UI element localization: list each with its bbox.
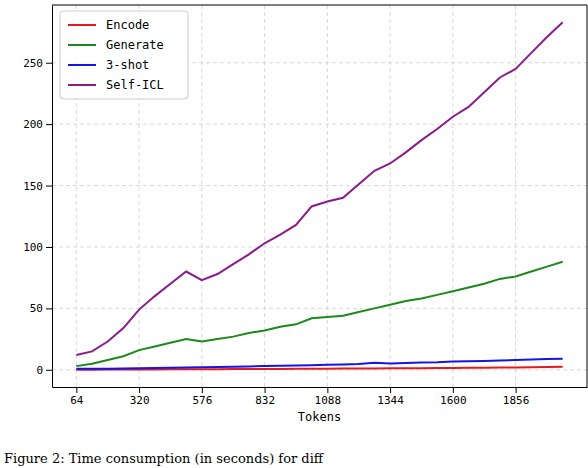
tick: 1856 xyxy=(503,387,530,407)
tick-label: 320 xyxy=(130,394,150,407)
grid-line xyxy=(201,5,202,387)
axis-line xyxy=(53,387,588,388)
legend-label: 3-shot xyxy=(106,58,149,72)
tick: 50 xyxy=(30,302,52,315)
line xyxy=(76,359,562,369)
tick-mark xyxy=(327,387,328,393)
tick: 1088 xyxy=(315,387,342,407)
tick-mark xyxy=(139,387,140,393)
grid-line xyxy=(327,5,328,387)
tick: 1600 xyxy=(440,387,467,407)
grid-line xyxy=(390,5,391,387)
grid-line xyxy=(452,5,453,387)
tick: 150 xyxy=(23,180,52,193)
grid-line xyxy=(52,124,587,125)
tick-label: 576 xyxy=(192,394,212,407)
legend-swatch xyxy=(68,64,96,66)
plot: 64 320 576 832 1088 1344 1600 1856 0 50 100 150 200 2… xyxy=(23,5,587,424)
tick: 100 xyxy=(23,241,52,254)
tick-mark xyxy=(453,387,454,393)
tick-mark xyxy=(265,387,266,393)
grid-line xyxy=(515,5,516,387)
frame xyxy=(52,5,587,6)
tick: 0 xyxy=(36,364,52,377)
legend: Encode Generate 3-shot Self-ICL xyxy=(60,11,188,99)
tick-mark xyxy=(390,387,391,393)
legend-label: Encode xyxy=(106,18,149,32)
tick: 832 xyxy=(255,387,275,407)
grid-line xyxy=(52,308,587,309)
tick: 320 xyxy=(130,387,150,407)
tick-mark xyxy=(46,124,52,125)
grid-line xyxy=(52,185,587,186)
axis-title: Tokens xyxy=(298,410,341,424)
tick-label: 64 xyxy=(70,394,84,407)
y-axis: 0 50 100 150 200 250 xyxy=(23,6,52,388)
tick-mark xyxy=(46,186,52,187)
tick-label: 1856 xyxy=(503,394,530,407)
x-axis: 64 320 576 832 1088 1344 1600 1856 xyxy=(53,387,588,407)
tick: 200 xyxy=(23,118,52,131)
grid xyxy=(52,5,587,387)
grid-line xyxy=(52,246,587,247)
tick: 64 xyxy=(70,387,84,407)
tick-label: 0 xyxy=(36,364,43,377)
tick-mark xyxy=(202,387,203,393)
tick: 250 xyxy=(23,57,52,70)
tick-label: 150 xyxy=(23,180,43,193)
tick-mark xyxy=(46,63,52,64)
legend-swatch xyxy=(68,84,96,86)
tick-mark xyxy=(516,387,517,393)
legend-swatch xyxy=(68,24,96,26)
legend-label: Self-ICL xyxy=(106,78,164,92)
tick-label: 1344 xyxy=(377,394,404,407)
tick: 1344 xyxy=(377,387,404,407)
tick-label: 1088 xyxy=(315,394,342,407)
tick-label: 50 xyxy=(30,302,43,315)
axis-line xyxy=(52,6,53,388)
frame xyxy=(587,5,588,387)
line xyxy=(76,262,562,366)
tick-mark xyxy=(76,387,77,393)
tick-mark xyxy=(46,370,52,371)
legend-label: Generate xyxy=(106,38,164,52)
tick-mark xyxy=(46,247,52,248)
tick-label: 1600 xyxy=(440,394,467,407)
tick-label: 832 xyxy=(255,394,275,407)
tick-label: 250 xyxy=(23,57,43,70)
legend-swatch xyxy=(68,44,96,46)
tick-label: 200 xyxy=(23,118,43,131)
chart: 64 320 576 832 1088 1344 1600 1856 0 50 100 150 200 2… xyxy=(0,0,588,468)
tick-mark xyxy=(46,308,52,309)
tick: 576 xyxy=(192,387,212,407)
caption: Figure 2: Time consumption (in seconds) … xyxy=(4,451,325,466)
tick-label: 100 xyxy=(23,241,43,254)
legend-box xyxy=(60,11,188,99)
